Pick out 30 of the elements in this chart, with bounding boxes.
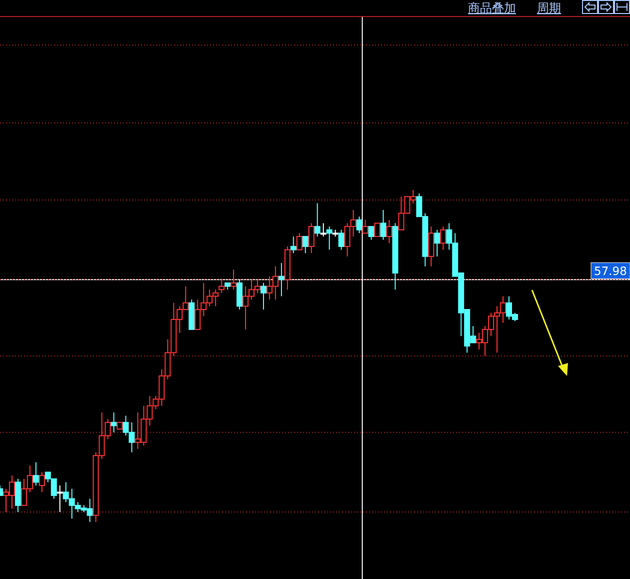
candlestick — [380, 209, 386, 240]
candlestick — [260, 282, 266, 310]
text: 周期 — [537, 1, 561, 15]
candlestick — [56, 484, 63, 513]
candlestick — [290, 236, 296, 254]
text: 57.98 — [594, 264, 627, 278]
candlestick — [386, 219, 392, 244]
candlestick — [326, 226, 332, 250]
candlestick — [236, 279, 243, 310]
candlestick — [362, 219, 368, 234]
candlestick — [218, 279, 225, 294]
text: 商品叠加 — [468, 1, 516, 15]
candlestick — [308, 222, 314, 254]
candlestick — [320, 222, 326, 237]
candlestick — [434, 229, 440, 257]
candlestick — [38, 472, 45, 493]
candlestick — [356, 216, 362, 234]
candlestick — [314, 202, 320, 237]
candlestick — [110, 412, 117, 433]
candlestick — [302, 236, 308, 254]
candlestick — [368, 226, 374, 240]
candlestick — [296, 232, 302, 250]
candlestick — [278, 262, 284, 297]
candlestick — [230, 269, 237, 290]
candlestick — [374, 222, 380, 237]
candlestick — [32, 462, 39, 486]
candlestick — [14, 478, 21, 513]
candlestick — [428, 226, 434, 267]
candlestick — [338, 229, 344, 250]
candlestick — [440, 226, 446, 250]
